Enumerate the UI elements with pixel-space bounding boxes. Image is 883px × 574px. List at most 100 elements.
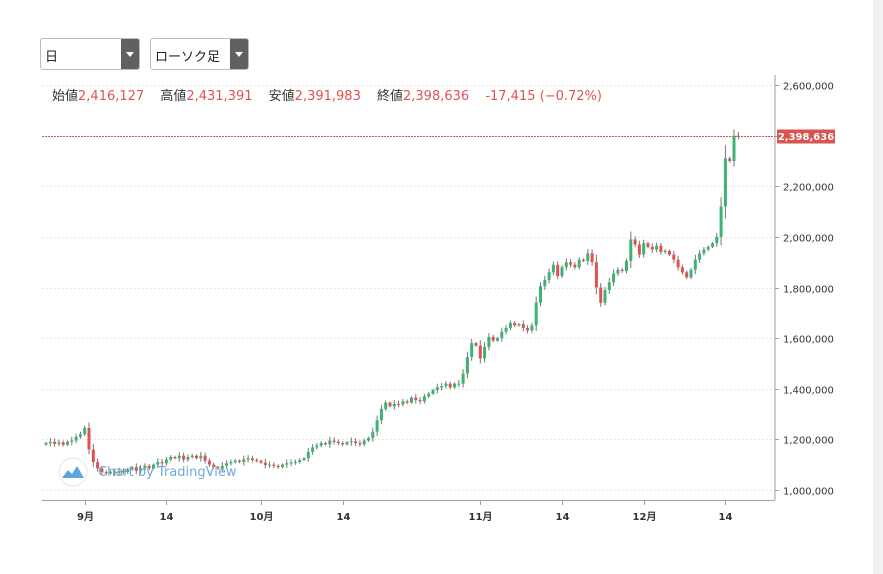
candle-body <box>53 441 57 444</box>
candle <box>152 463 155 470</box>
candle-body <box>134 467 138 471</box>
candle-body <box>143 465 147 469</box>
last-price-tag: 2,398,636 <box>777 129 835 144</box>
low-value: 2,391,983 <box>294 89 361 104</box>
candle <box>324 441 327 446</box>
candle-body <box>483 346 487 359</box>
candle-body <box>547 272 551 280</box>
x-tick-label: 14 <box>160 512 174 523</box>
candle <box>478 339 482 364</box>
candle <box>44 441 48 446</box>
candle <box>397 400 401 408</box>
candle-body <box>453 383 456 388</box>
candle-body <box>225 463 229 466</box>
chart-type-select[interactable]: ローソク足 <box>150 38 249 70</box>
candle <box>612 269 616 287</box>
candle-body <box>440 386 444 388</box>
candle <box>91 443 95 468</box>
candle <box>500 327 504 342</box>
candle-body <box>655 245 659 250</box>
candle-body <box>650 247 654 250</box>
chevron-down-icon[interactable] <box>230 39 248 69</box>
candle-body <box>431 389 435 394</box>
candle-body <box>293 462 297 464</box>
candle-body <box>642 243 646 255</box>
candle-body <box>186 456 190 460</box>
candle <box>680 264 684 275</box>
candle-body <box>285 463 289 465</box>
candle <box>698 249 702 263</box>
candle <box>341 441 345 447</box>
candle <box>293 459 297 465</box>
candle <box>689 267 693 280</box>
candle-body <box>268 464 272 466</box>
candle-body <box>388 402 392 407</box>
candle <box>143 463 147 471</box>
candle-body <box>539 286 542 303</box>
candle <box>349 437 353 446</box>
candle-body <box>246 458 250 460</box>
candle <box>48 438 52 447</box>
candle-body <box>629 239 633 261</box>
candle-body <box>474 343 478 346</box>
candle-body <box>336 441 340 444</box>
candle-body <box>689 269 693 278</box>
period-select[interactable]: 日 <box>40 38 140 70</box>
candle <box>272 462 276 469</box>
candle-body <box>298 460 302 463</box>
candle-body <box>238 460 241 463</box>
close-label: 終値 <box>376 89 403 104</box>
watermark-text: Chart by TradingView <box>98 465 237 480</box>
candle <box>160 458 164 467</box>
candle <box>405 399 409 405</box>
candle-body <box>706 247 710 250</box>
candle <box>66 440 69 446</box>
candle-body <box>255 460 259 462</box>
candle-body <box>620 269 624 272</box>
candle-body <box>616 269 620 274</box>
candle <box>87 422 91 455</box>
candle-body <box>534 302 538 326</box>
candle <box>715 232 719 247</box>
candle-body <box>569 262 573 265</box>
candle-body <box>324 443 327 445</box>
candle <box>685 270 689 280</box>
candle <box>371 427 375 442</box>
candle-body <box>676 259 680 268</box>
candle <box>435 383 439 394</box>
candle <box>431 388 435 395</box>
candle <box>539 282 542 307</box>
candle <box>173 455 177 460</box>
candle-body <box>87 427 91 450</box>
candle <box>530 322 534 333</box>
candle-body <box>160 462 164 464</box>
candle-body <box>405 401 409 403</box>
candle <box>345 441 349 446</box>
candle-body <box>311 447 315 452</box>
candle <box>551 261 555 276</box>
candle <box>590 249 594 266</box>
candle <box>594 254 598 295</box>
candle-body <box>182 455 186 460</box>
candle-body <box>577 259 581 268</box>
candle <box>354 438 358 446</box>
candle-body <box>401 401 405 405</box>
candle <box>474 341 478 347</box>
candle <box>453 382 456 389</box>
x-axis: 9月 14 10月 14 11月 14 12月 14 <box>77 500 732 523</box>
candle <box>229 459 233 466</box>
candle-body <box>672 254 676 260</box>
candle <box>83 425 87 437</box>
candle <box>362 438 366 447</box>
candle-body <box>517 324 521 326</box>
candle-body <box>96 462 100 469</box>
candle-body <box>685 272 689 278</box>
candle-body <box>379 408 383 421</box>
candle <box>78 431 82 440</box>
candle-body <box>444 383 448 387</box>
candle-body <box>478 345 482 359</box>
chevron-down-icon[interactable] <box>121 39 139 69</box>
candle-body <box>229 462 233 464</box>
candle-body <box>427 393 431 397</box>
